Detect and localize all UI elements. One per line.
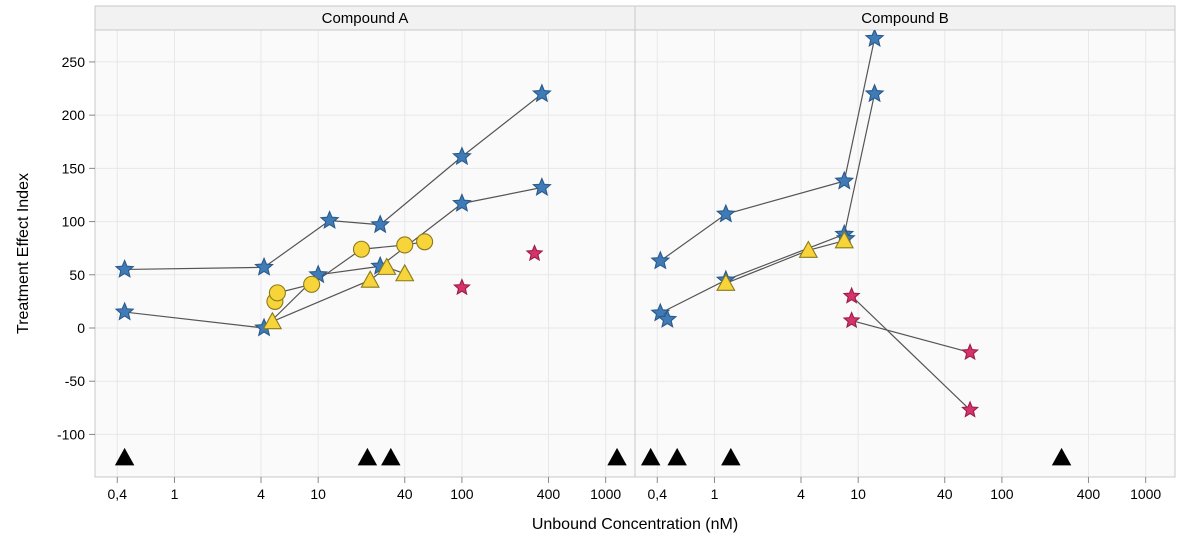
x-tick-label: 4 (797, 486, 805, 502)
x-tick-label: 40 (937, 486, 953, 502)
data-marker (304, 276, 320, 292)
data-marker (269, 285, 285, 301)
y-tick-label: 100 (62, 214, 86, 230)
x-axis-title: Unbound Concentration (nM) (532, 516, 738, 533)
facet-title: Compound A (322, 10, 409, 27)
y-tick-label: -50 (65, 373, 85, 389)
x-tick-label: 4 (257, 486, 265, 502)
x-tick-label: 0,4 (648, 486, 668, 502)
x-tick-label: 1000 (1130, 486, 1161, 502)
x-tick-label: 1 (711, 486, 719, 502)
data-marker (397, 237, 413, 253)
facet-title: Compound B (861, 10, 949, 27)
x-tick-label: 1000 (590, 486, 621, 502)
x-tick-label: 100 (450, 486, 474, 502)
x-tick-label: 400 (1077, 486, 1101, 502)
data-marker (353, 241, 369, 257)
x-tick-label: 1 (171, 486, 179, 502)
y-tick-label: 200 (62, 107, 86, 123)
y-tick-label: 250 (62, 54, 86, 70)
x-tick-label: 400 (537, 486, 561, 502)
chart-svg: Compound A Compound B -100 -50 0 50 100 150 200 2… (0, 0, 1200, 547)
x-tick-label: 40 (397, 486, 413, 502)
x-tick-label: 10 (850, 486, 866, 502)
y-axis-title: Treatment Effect Index (15, 173, 32, 334)
panel-bg (635, 30, 1175, 477)
y-tick-label: 150 (62, 160, 86, 176)
data-marker (417, 234, 433, 250)
y-tick-label: 0 (77, 320, 85, 336)
x-tick-label: 0,4 (108, 486, 128, 502)
y-tick-label: -100 (57, 426, 85, 442)
y-tick-label: 50 (69, 267, 85, 283)
chart-container: Compound A Compound B -100 -50 0 50 100 150 200 2… (0, 0, 1200, 547)
x-tick-label: 100 (990, 486, 1014, 502)
x-tick-label: 10 (310, 486, 326, 502)
